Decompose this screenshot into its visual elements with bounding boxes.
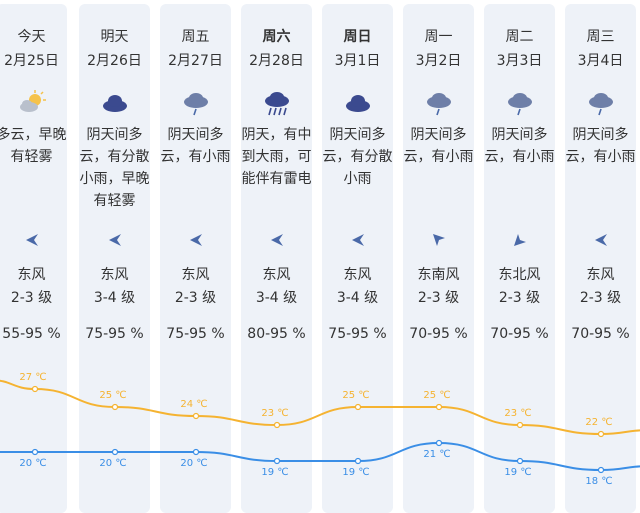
weekday-label: 今天: [17, 29, 46, 45]
date-label: 3月1日: [334, 53, 381, 69]
partly-cloudy-icon: [19, 90, 46, 112]
weather-description: 阴天，有中到大雨，可能伴有雷电: [241, 127, 312, 187]
forecast-day-7: 周三 3月4日 阴天间多云，有小雨 东风 2-3 级 70-95 %: [565, 4, 636, 513]
wind-arrow-icon: [25, 234, 38, 246]
weekday-label: 周二: [505, 29, 534, 45]
heavy-rain-icon: [264, 92, 289, 116]
wind-level: 3-4 级: [336, 290, 379, 306]
light-rain-icon: [588, 93, 613, 116]
wind-direction: 东风: [586, 267, 615, 283]
wind-level: 2-3 级: [174, 290, 217, 306]
wind-direction: 东风: [100, 267, 129, 283]
wind-level: 2-3 级: [10, 290, 53, 306]
wind-direction: 东北风: [498, 267, 541, 283]
weekday-label: 周五: [181, 29, 210, 45]
weekday-label: 明天: [100, 29, 129, 45]
wind-level: 2-3 级: [579, 290, 622, 306]
wind-level: 3-4 级: [93, 290, 136, 306]
wind-direction: 东南风: [417, 267, 460, 283]
wind-arrow-icon: [351, 234, 364, 246]
wind-arrow-icon: [189, 234, 202, 246]
light-rain-icon: [507, 93, 532, 116]
date-label: 2月26日: [87, 53, 142, 69]
forecast-day-4: 周日 3月1日 阴天间多云，有分散小雨 东风 3-4 级 75-95 %: [322, 4, 393, 513]
weather-description: 多云，早晚有轻雾: [0, 127, 67, 165]
forecast-day-0: 今天 2月25日 多云，早晚有轻雾 东风 2-3 级 55-95 %: [0, 4, 67, 513]
wind-level: 2-3 级: [498, 290, 541, 306]
wind-arrow-icon: [270, 234, 283, 246]
humidity: 70-95 %: [409, 326, 468, 342]
weather-description: 阴天间多云，有小雨: [160, 127, 231, 165]
humidity: 75-95 %: [166, 326, 225, 342]
wind-direction: 东风: [343, 267, 372, 283]
humidity: 70-95 %: [490, 326, 549, 342]
forecast-day-2: 周五 2月27日 阴天间多云，有小雨 东风 2-3 级 75-95 %: [160, 4, 231, 513]
weekday-label: 周三: [586, 29, 615, 45]
forecast-day-6: 周二 3月3日 阴天间多云，有小雨 东北风 2-3 级 70-95 %: [484, 4, 555, 513]
cloudy-icon: [345, 95, 370, 112]
weather-description: 阴天间多云，有分散小雨: [322, 127, 393, 187]
date-label: 3月4日: [577, 53, 624, 69]
wind-arrow-icon: [432, 234, 445, 246]
humidity: 80-95 %: [247, 326, 306, 342]
weather-description: 阴天间多云，有小雨: [484, 127, 555, 165]
date-label: 2月27日: [168, 53, 223, 69]
wind-arrow-icon: [108, 234, 121, 246]
date-label: 3月2日: [415, 53, 462, 69]
humidity: 75-95 %: [328, 326, 387, 342]
forecast-day-1: 明天 2月26日 阴天间多云，有分散小雨，早晚有轻雾 东风 3-4 级 75-9…: [79, 4, 150, 513]
weather-description: 阴天间多云，有小雨: [565, 127, 636, 165]
humidity: 75-95 %: [85, 326, 144, 342]
cloudy-icon: [102, 95, 127, 112]
wind-direction: 东风: [262, 267, 291, 283]
light-rain-icon: [183, 93, 208, 116]
weekday-label: 周一: [424, 29, 453, 45]
weather-description: 阴天间多云，有小雨: [403, 127, 474, 165]
weekday-label: 周日: [343, 29, 372, 45]
wind-direction: 东风: [181, 267, 210, 283]
weekday-label: 周六: [262, 29, 291, 45]
weather-description: 阴天间多云，有分散小雨，早晚有轻雾: [79, 127, 150, 209]
wind-arrow-icon: [513, 234, 526, 246]
wind-direction: 东风: [17, 267, 46, 283]
humidity: 55-95 %: [2, 326, 61, 342]
humidity: 70-95 %: [571, 326, 630, 342]
date-label: 2月25日: [4, 53, 59, 69]
wind-level: 3-4 级: [255, 290, 298, 306]
wind-arrow-icon: [594, 234, 607, 246]
forecast-day-3: 周六 2月28日 阴天，有中到大雨，可能伴有雷电 东风 3-4 级 80-95 …: [241, 4, 312, 513]
forecast-day-5: 周一 3月2日 阴天间多云，有小雨 东南风 2-3 级 70-95 %: [403, 4, 474, 513]
light-rain-icon: [426, 93, 451, 116]
date-label: 2月28日: [249, 53, 304, 69]
wind-level: 2-3 级: [417, 290, 460, 306]
date-label: 3月3日: [496, 53, 543, 69]
